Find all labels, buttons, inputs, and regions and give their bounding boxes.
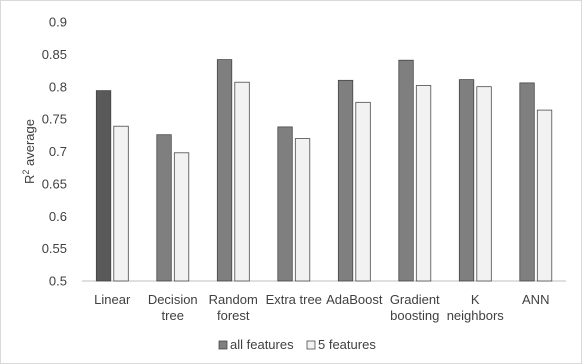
legend-label: all features: [230, 337, 294, 352]
category-labels: Linear Decision tree Random forest Extra tree…: [94, 292, 549, 323]
y-axis-title: R2 average: [21, 119, 37, 184]
y-tick-label: 0.5: [49, 274, 67, 289]
y-tick-labels: 0.5 0.55 0.6 0.65 0.7 0.75 0.8 0.85 0.9: [42, 15, 67, 289]
bar-all-features: [398, 59, 414, 282]
category-label: Random forest: [209, 292, 258, 323]
bar-all-features: [95, 90, 112, 282]
y-tick-label: 0.7: [49, 144, 67, 159]
bar-all-features: [156, 134, 172, 282]
y-tick-label: 0.6: [49, 209, 67, 224]
category-label: Linear: [94, 292, 131, 307]
bar-5-features: [173, 152, 190, 282]
y-tick-label: 0.75: [42, 112, 67, 127]
bar-all-features: [519, 82, 535, 282]
bar-5-features: [113, 125, 129, 282]
bar-5-features: [294, 138, 311, 282]
y-tick-label: 0.85: [42, 47, 67, 62]
bar-5-features: [234, 81, 250, 282]
legend-label: 5 features: [318, 337, 376, 352]
bars: [95, 59, 553, 282]
y-tick-label: 0.8: [49, 79, 67, 94]
category-label: Extra tree: [266, 292, 322, 307]
bar-all-features: [337, 79, 354, 282]
legend-swatch: [306, 340, 316, 350]
category-label: ANN: [522, 292, 549, 307]
category-label: Gradient boosting: [390, 292, 440, 323]
y-tick-label: 0.55: [42, 241, 67, 256]
bar-all-features: [277, 126, 293, 282]
bar-5-features: [355, 101, 371, 282]
category-label: Decision tree: [148, 292, 198, 323]
bar-5-features: [536, 109, 553, 282]
bar-5-features: [415, 85, 432, 282]
bar-all-features: [216, 59, 233, 282]
bar-all-features: [458, 79, 475, 282]
y-tick-label: 0.65: [42, 176, 67, 191]
y-axis-label: R2 average: [21, 119, 37, 184]
legend: all features 5 features: [218, 337, 376, 352]
y-tick-label: 0.9: [49, 15, 67, 30]
legend-swatch: [218, 340, 228, 350]
category-label: AdaBoost: [326, 292, 383, 307]
bar-5-features: [476, 86, 492, 282]
